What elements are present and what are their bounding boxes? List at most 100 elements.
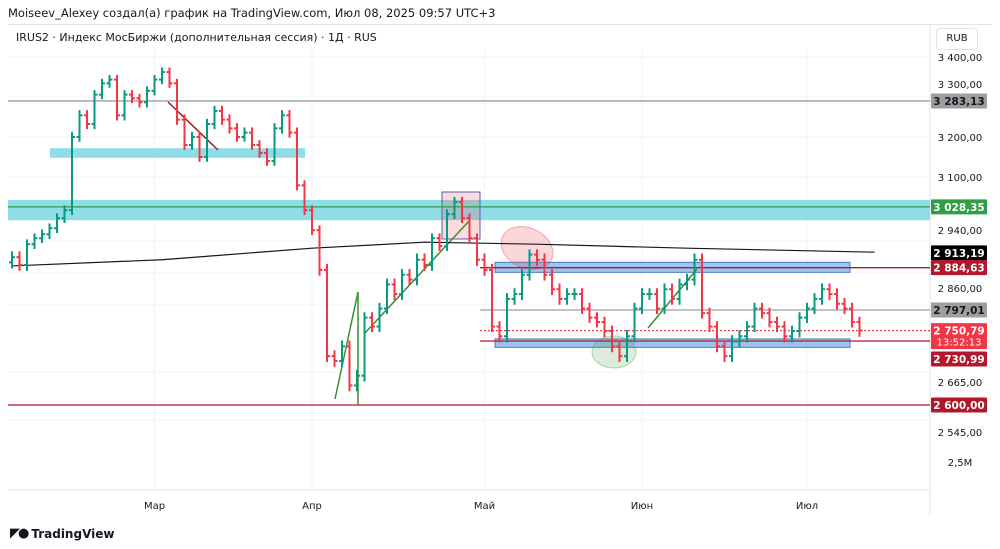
price-tick-label: 2 860,00 xyxy=(938,284,983,295)
ohlc-bar xyxy=(466,213,473,243)
ohlc-bar xyxy=(309,205,315,235)
price-label-text: 3 028,35 xyxy=(933,202,984,214)
ohlc-bar xyxy=(279,110,285,134)
ohlc-bar xyxy=(721,340,728,363)
ohlc-bar xyxy=(144,86,150,108)
price-label-bg xyxy=(931,245,987,261)
ohlc-bar xyxy=(654,288,660,315)
ohlc-bar xyxy=(159,67,165,85)
ohlc-bar xyxy=(534,249,540,266)
ohlc-bar xyxy=(451,197,458,219)
ohlc-bar xyxy=(834,288,840,310)
ohlc-bar xyxy=(286,110,293,138)
ohlc-bar xyxy=(39,229,45,243)
price-label-text: 3 283,13 xyxy=(933,96,984,108)
ohlc-bar xyxy=(511,288,518,305)
ohlc-bar xyxy=(324,263,330,363)
ohlc-bar xyxy=(624,330,630,363)
ohlc-bar xyxy=(31,233,38,249)
ohlc-bar xyxy=(481,253,488,276)
ohlc-bar xyxy=(609,325,615,353)
ohlc-bar xyxy=(714,321,720,353)
ohlc-bar xyxy=(586,302,593,323)
ohlc-bar xyxy=(204,118,210,162)
ohlc-bar xyxy=(399,268,405,300)
ohlc-bar xyxy=(759,302,765,319)
price-tick-label: 3 300,00 xyxy=(938,80,983,91)
ohlc-bar xyxy=(219,105,225,125)
tradingview-logo[interactable]: ◤● TradingView xyxy=(10,526,114,541)
ohlc-bar xyxy=(699,253,705,319)
price-label-bg xyxy=(931,323,987,350)
ohlc-bar xyxy=(556,283,563,305)
resistance-zone xyxy=(8,199,930,221)
ohlc-bar xyxy=(84,110,90,130)
ohlc-bar xyxy=(166,67,173,88)
price-label: 2 797,01 xyxy=(931,302,987,318)
ohlc-bar xyxy=(631,302,638,343)
ohlc-bar xyxy=(361,312,368,382)
ohlc-bar xyxy=(646,288,653,300)
ohlc-bar xyxy=(684,273,690,291)
ohlc-bar xyxy=(736,330,743,348)
symbol-legend[interactable]: IRUS2 · Индекс МосБиржи (дополнительная … xyxy=(16,31,377,44)
ohlc-bar xyxy=(121,90,128,121)
support-zone xyxy=(50,148,305,158)
ohlc-bar xyxy=(751,302,758,333)
ohlc-bar xyxy=(241,127,248,142)
ohlc-bar xyxy=(594,312,600,328)
ohlc-bar xyxy=(789,325,795,343)
ohlc-bar xyxy=(459,197,465,223)
time-tick-label: Апр xyxy=(302,501,322,512)
price-label-text: 2 600,00 xyxy=(933,400,984,412)
ohlc-bar xyxy=(474,233,480,266)
ohlc-bar xyxy=(61,205,68,223)
tradingview-logo-icon: ◤● xyxy=(10,526,29,541)
ohlc-bar xyxy=(601,316,608,338)
ohlc-bar xyxy=(234,123,240,142)
ohlc-bar xyxy=(691,253,698,286)
price-tick-label: 2,5M xyxy=(948,458,973,469)
highlight-ellipse xyxy=(500,226,554,270)
ohlc-bar xyxy=(301,180,308,215)
ohlc-bar xyxy=(489,263,495,333)
ohlc-bar xyxy=(571,288,578,300)
price-label-text: 2 797,01 xyxy=(933,305,984,317)
ohlc-bar xyxy=(211,105,218,130)
ohlc-bar xyxy=(264,148,270,166)
ohlc-bar xyxy=(744,321,750,343)
ohlc-bar xyxy=(796,312,803,338)
currency-button[interactable]: RUB xyxy=(936,28,978,50)
ohlc-bar xyxy=(384,278,390,315)
price-label-text: 2 913,19 xyxy=(933,248,984,260)
price-label-bg xyxy=(931,302,987,318)
ohlc-bar xyxy=(54,213,60,233)
price-tick-label: 2 545,00 xyxy=(938,428,983,439)
price-label: 2 913,19 xyxy=(931,245,987,261)
ohlc-bar xyxy=(549,268,555,296)
ohlc-bar xyxy=(69,131,75,215)
ohlc-bar xyxy=(376,302,383,333)
ohlc-bar xyxy=(811,293,818,315)
ohlc-bar xyxy=(346,340,353,392)
ohlc-bar xyxy=(271,123,278,166)
ohlc-bar xyxy=(519,268,525,300)
ohlc-bar xyxy=(526,249,533,281)
time-tick-label: Июн xyxy=(631,501,653,512)
ohlc-bar xyxy=(579,288,585,315)
ohlc-bar xyxy=(564,288,570,305)
ohlc-bar xyxy=(661,283,668,315)
ohlc-bar xyxy=(669,283,675,305)
price-label-bg xyxy=(931,93,987,109)
ohlc-bar xyxy=(406,268,413,286)
ohlc-bar xyxy=(174,78,180,125)
price-label-text: 2 884,63 xyxy=(933,263,984,275)
ohlc-bar xyxy=(774,316,780,333)
ohlc-bar xyxy=(46,223,53,239)
price-label: 2 730,99 xyxy=(931,351,987,367)
ohlc-bar xyxy=(316,225,323,276)
ohlc-bar xyxy=(826,283,833,300)
price-label-text: 2 730,99 xyxy=(933,354,984,366)
